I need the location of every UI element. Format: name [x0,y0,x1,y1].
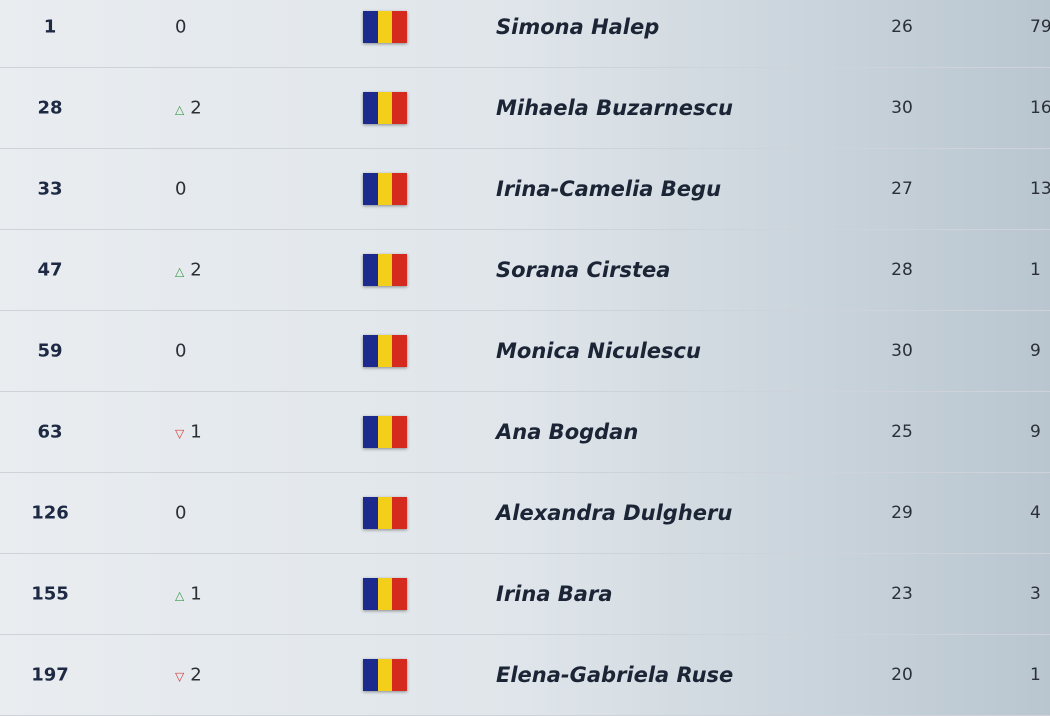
rank-change: ▽ 2 [175,664,235,685]
rank-change-value: 2 [190,259,202,280]
age: 25 [891,421,913,442]
table-row[interactable]: 28 △ 2 Mihaela Buzarnescu 30 16 [0,67,1050,149]
points: 9 [1030,421,1041,442]
player-name-link[interactable]: Ana Bogdan [496,419,639,444]
rank-change: ▽ 1 [175,421,235,442]
age: 30 [891,97,913,118]
player-name-link[interactable]: Alexandra Dulgheru [496,500,733,525]
rank-up-icon: △ [175,588,185,602]
romania-flag-icon [363,172,408,205]
table-row[interactable]: 33 0 Irina-Camelia Begu 27 13 [0,148,1050,230]
player-name-link[interactable]: Irina Bara [496,581,613,606]
romania-flag-icon [363,496,408,529]
rank-up-icon: △ [175,102,185,116]
points: 3 [1030,583,1041,604]
points: 79 [1030,16,1050,37]
age: 20 [891,664,913,685]
age: 27 [891,178,913,199]
rank-change-value: 0 [175,502,187,523]
rank: 47 [37,259,63,280]
age: 23 [891,583,913,604]
rank-change: 0 [175,502,235,523]
table-row[interactable]: 59 0 Monica Niculescu 30 9 [0,310,1050,392]
rank-change-value: 0 [175,16,187,37]
points: 9 [1030,340,1041,361]
rank-change: △ 2 [175,97,235,118]
table-row[interactable]: 47 △ 2 Sorana Cirstea 28 1 [0,229,1050,311]
table-row[interactable]: 155 △ 1 Irina Bara 23 3 [0,553,1050,635]
rank-change-value: 2 [190,97,202,118]
romania-flag-icon [363,658,408,691]
age: 30 [891,340,913,361]
points: 1 [1030,664,1041,685]
rank-change: 0 [175,340,235,361]
romania-flag-icon [363,577,408,610]
rank-change-value: 1 [190,421,202,442]
table-row[interactable]: 1 0 Simona Halep 26 79 [0,0,1050,68]
romania-flag-icon [363,91,408,124]
rank: 155 [31,583,69,604]
rank-up-icon: △ [175,264,185,278]
rank: 59 [37,340,63,361]
age: 29 [891,502,913,523]
player-name-link[interactable]: Mihaela Buzarnescu [496,95,733,120]
points: 16 [1030,97,1050,118]
romania-flag-icon [363,10,408,43]
rank-change-value: 0 [175,178,187,199]
rank-down-icon: ▽ [175,669,185,683]
rank: 126 [31,502,69,523]
age: 26 [891,16,913,37]
rank-change: 0 [175,16,235,37]
rank: 197 [31,664,69,685]
points: 1 [1030,259,1041,280]
points: 4 [1030,502,1041,523]
rank-down-icon: ▽ [175,426,185,440]
rank-change-value: 0 [175,340,187,361]
table-row[interactable]: 126 0 Alexandra Dulgheru 29 4 [0,472,1050,554]
rank: 28 [37,97,63,118]
table-row[interactable]: 63 ▽ 1 Ana Bogdan 25 9 [0,391,1050,473]
rank-change: △ 1 [175,583,235,604]
rank: 1 [43,16,57,37]
rank-change: 0 [175,178,235,199]
rank: 33 [37,178,63,199]
romania-flag-icon [363,334,408,367]
player-name-link[interactable]: Elena-Gabriela Ruse [496,662,734,687]
age: 28 [891,259,913,280]
player-name-link[interactable]: Irina-Camelia Begu [496,176,722,201]
rank-change-value: 2 [190,664,202,685]
romania-flag-icon [363,253,408,286]
player-name-link[interactable]: Simona Halep [496,14,660,39]
player-name-link[interactable]: Monica Niculescu [496,338,701,363]
rank-change-value: 1 [190,583,202,604]
rank-change: △ 2 [175,259,235,280]
player-name-link[interactable]: Sorana Cirstea [496,257,671,282]
points: 13 [1030,178,1050,199]
romania-flag-icon [363,415,408,448]
table-row[interactable]: 197 ▽ 2 Elena-Gabriela Ruse 20 1 [0,634,1050,716]
rank: 63 [37,421,63,442]
